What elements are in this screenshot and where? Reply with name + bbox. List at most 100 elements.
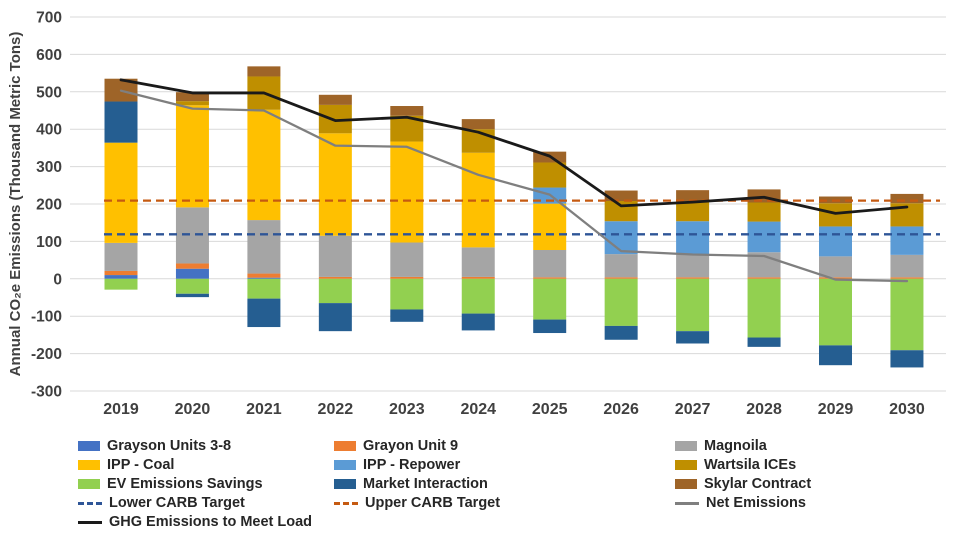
x-axis-tick-label: 2021	[246, 401, 282, 418]
bar-segment-2028-ipp-repower	[747, 221, 781, 253]
bar-segment-2024-grayon-unit-9	[461, 276, 495, 279]
legend-item-magnoila: Magnoila	[675, 438, 767, 454]
bar-segment-2022-ipp-coal	[318, 133, 352, 236]
legend-item-ipp-coal: IPP - Coal	[78, 457, 174, 473]
bar-segment-2027-grayon-unit-9	[676, 277, 710, 279]
legend-label-magnoila: Magnoila	[704, 438, 767, 454]
bar-segment-2024-ipp-coal	[461, 152, 495, 248]
x-axis-tick-label: 2029	[818, 401, 854, 418]
bar-segment-2029-market-interaction	[819, 345, 852, 366]
bar-segment-2030-magnoila	[890, 254, 924, 278]
legend-item-skylar-contract: Skylar Contract	[675, 476, 811, 492]
bar-segment-2021-ipp-coal	[247, 109, 281, 221]
bar-segment-2027-skylar-contract	[676, 190, 710, 202]
bar-segment-2028-wartsila-ices	[747, 202, 781, 222]
bar-segment-2020-ev-emissions-savings	[175, 278, 209, 294]
bar-segment-2027-wartsila-ices	[676, 201, 710, 222]
bar-segment-2019-grayson-units-3-8	[104, 275, 138, 279]
bar-segment-2027-magnoila	[676, 254, 710, 278]
bar-segment-2020-ipp-coal	[175, 105, 209, 208]
bar-segment-2021-grayson-units-3-8	[247, 277, 281, 279]
legend-item-net-emissions: Net Emissions	[675, 495, 806, 511]
bar-segment-2029-ev-emissions-savings	[819, 278, 852, 346]
bar-segment-2026-ipp-repower	[604, 221, 638, 255]
bar-segment-2024-market-interaction	[461, 313, 495, 331]
legend-label-ghg-emissions-to-meet-load: GHG Emissions to Meet Load	[109, 514, 313, 530]
legend-item-wartsila-ices: Wartsila ICEs	[675, 457, 796, 473]
bar-segment-2025-wartsila-ices	[533, 162, 567, 188]
legend-item-ev-emissions-savings: EV Emissions Savings	[78, 476, 263, 492]
legend-label-grayson-units-3-8: Grayson Units 3-8	[107, 438, 232, 454]
legend-marker-ghg-emissions-to-meet-load	[78, 520, 102, 524]
x-axis-tick-label: 2027	[675, 401, 711, 418]
y-axis-tick-label: 500	[36, 84, 62, 101]
x-axis-tick-label: 2020	[175, 401, 211, 418]
legend-marker-ipp-repower	[334, 460, 356, 470]
bar-segment-2021-market-interaction	[247, 298, 281, 328]
bar-segment-2025-ev-emissions-savings	[533, 278, 567, 320]
legend-label-skylar-contract: Skylar Contract	[704, 476, 812, 492]
bar-segment-2020-grayson-units-3-8	[175, 268, 209, 279]
legend-label-grayon-unit-9: Grayon Unit 9	[363, 438, 459, 454]
legend-marker-skylar-contract	[675, 479, 697, 489]
y-axis-tick-label: 400	[36, 122, 62, 139]
y-axis-tick-label: -100	[31, 309, 62, 326]
legend-label-lower-carb-target: Lower CARB Target	[109, 495, 245, 511]
y-axis-tick-label: -300	[31, 384, 62, 401]
bar-segment-2021-skylar-contract	[247, 66, 281, 77]
bar-segment-2030-grayon-unit-9	[890, 277, 924, 279]
legend-marker-lower-carb-target	[78, 501, 102, 505]
legend-label-net-emissions: Net Emissions	[706, 495, 806, 511]
legend-item-ipp-repower: IPP - Repower	[334, 457, 460, 473]
bar-segment-2030-ev-emissions-savings	[890, 278, 924, 351]
bar-segment-2019-magnoila	[104, 242, 138, 271]
x-axis-tick-label: 2024	[460, 401, 496, 418]
legend-marker-magnoila	[675, 441, 697, 451]
bar-segment-2030-ipp-repower	[890, 226, 924, 255]
bar-segment-2029-magnoila	[819, 256, 852, 278]
x-axis-tick-label: 2028	[746, 401, 782, 418]
legend-label-ipp-repower: IPP - Repower	[363, 457, 461, 473]
chart-legend: Grayson Units 3-8 Grayon Unit 9 Magnoila IP…	[0, 0, 958, 530]
bar-segment-2026-magnoila	[604, 254, 638, 278]
legend-item-grayon-unit-9: Grayon Unit 9	[334, 438, 458, 454]
bar-segment-2024-skylar-contract	[461, 119, 495, 130]
legend-label-ev-emissions-savings: EV Emissions Savings	[107, 476, 263, 492]
bar-segment-2027-ipp-repower	[676, 221, 710, 255]
legend-marker-grayson-units-3-8	[78, 441, 100, 451]
legend-marker-grayon-unit-9	[334, 441, 356, 451]
bar-segment-2029-wartsila-ices	[819, 203, 852, 227]
bar-segment-2020-skylar-contract	[175, 92, 209, 102]
legend-marker-ipp-coal	[78, 460, 100, 470]
bar-segment-2026-market-interaction	[604, 325, 638, 340]
x-axis-tick-label: 2025	[532, 401, 568, 418]
bar-segment-2029-grayon-unit-9	[819, 277, 852, 279]
bar-segment-2023-skylar-contract	[390, 106, 424, 116]
bar-segment-2024-magnoila	[461, 247, 495, 277]
bar-segment-2023-ev-emissions-savings	[390, 278, 424, 310]
bar-segment-2025-market-interaction	[533, 319, 567, 334]
legend-item-upper-carb-target: Upper CARB Target	[334, 495, 500, 511]
bar-segment-2022-market-interaction	[318, 303, 352, 332]
bar-segment-2019-ev-emissions-savings	[104, 278, 138, 290]
y-axis-tick-label: 200	[36, 197, 62, 214]
legend-marker-upper-carb-target	[334, 501, 358, 505]
x-axis-tick-label: 2019	[103, 401, 139, 418]
bar-segment-2026-grayon-unit-9	[604, 277, 638, 279]
bar-segment-2023-ipp-coal	[390, 141, 424, 243]
y-axis-tick-label: 700	[36, 10, 62, 27]
legend-item-market-interaction: Market Interaction	[334, 476, 488, 492]
bar-segment-2023-magnoila	[390, 242, 424, 277]
bar-segment-2023-grayon-unit-9	[390, 276, 424, 279]
bar-segment-2026-skylar-contract	[604, 190, 638, 202]
legend-label-upper-carb-target: Upper CARB Target	[365, 495, 501, 511]
bar-segment-2020-market-interaction	[175, 293, 209, 298]
legend-item-lower-carb-target: Lower CARB Target	[78, 495, 245, 511]
bar-segment-2028-grayon-unit-9	[747, 277, 781, 279]
bar-segment-2020-wartsila-ices	[175, 101, 209, 106]
bar-segment-2025-ipp-coal	[533, 203, 567, 251]
bar-segment-2030-market-interaction	[890, 350, 924, 368]
y-axis-tick-label: 0	[53, 271, 62, 288]
y-axis-tick-label: 100	[36, 234, 62, 251]
bar-segment-2019-ipp-coal	[104, 142, 138, 243]
